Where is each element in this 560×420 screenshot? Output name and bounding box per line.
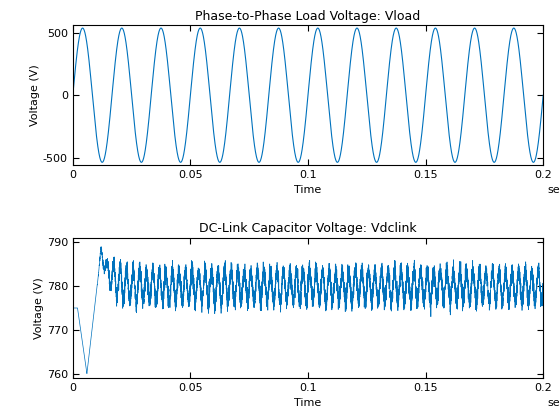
- Text: sec: sec: [548, 398, 560, 407]
- Y-axis label: Voltage (V): Voltage (V): [34, 277, 44, 339]
- Title: DC-Link Capacitor Voltage: Vdclink: DC-Link Capacitor Voltage: Vdclink: [199, 223, 417, 236]
- Y-axis label: Voltage (V): Voltage (V): [30, 64, 40, 126]
- Title: Phase-to-Phase Load Voltage: Vload: Phase-to-Phase Load Voltage: Vload: [195, 10, 421, 23]
- Text: Time: Time: [295, 398, 321, 407]
- Text: sec: sec: [548, 185, 560, 195]
- Text: Time: Time: [295, 185, 321, 195]
